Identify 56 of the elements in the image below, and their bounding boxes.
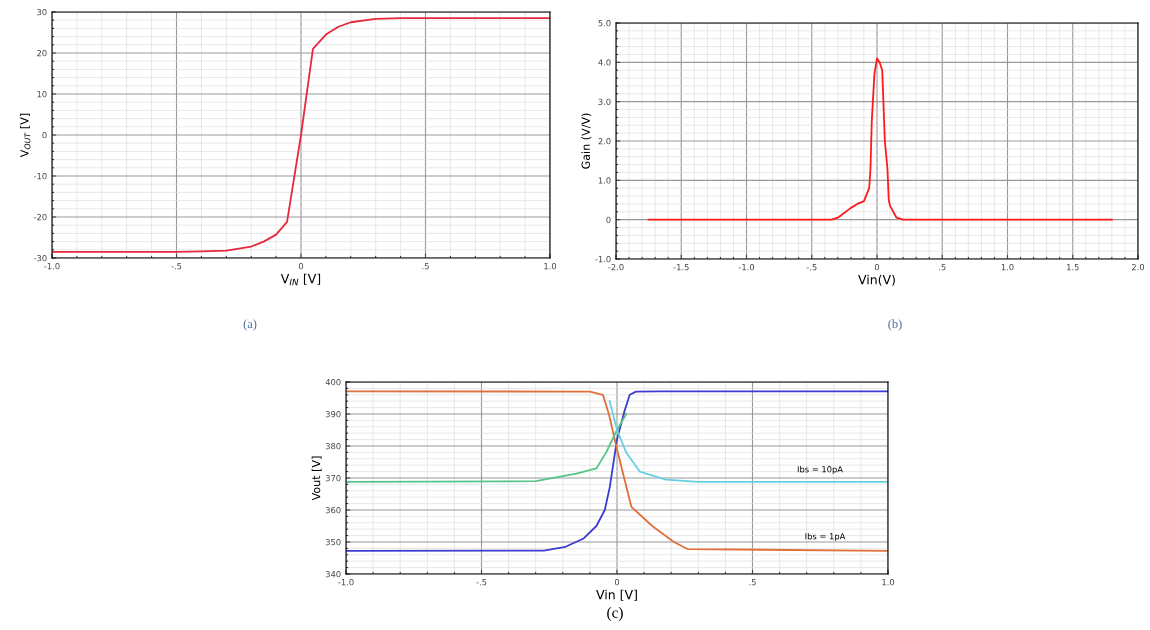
x-tick-label: .5: [939, 264, 946, 271]
x-tick-label: 1.0: [1001, 264, 1014, 271]
y-tick-label: 3.0: [598, 98, 611, 105]
text: (c): [607, 607, 623, 621]
x-tick-label: 0: [614, 579, 620, 586]
text: (a): [243, 319, 257, 331]
y-tick-label: 0: [606, 216, 611, 223]
annotation: Ibs = 1pA: [805, 532, 846, 542]
x-tick-label: -1.0: [338, 579, 354, 586]
y-tick-label: 20: [37, 49, 47, 57]
x-tick-label: 2.0: [1131, 264, 1145, 271]
y-tick-label: 1.0: [598, 177, 611, 184]
x-tick-label: 1.5: [1067, 264, 1079, 271]
x-axis-title: Vin(V): [858, 274, 895, 286]
y-tick-label: 30: [37, 8, 47, 16]
x-axis-title: V$_{IN}$ [V]: [280, 273, 321, 286]
x-axis-title: Vin [V]: [596, 589, 637, 601]
y-tick-label: 390: [325, 410, 341, 418]
x-tick-label: -.5: [476, 579, 487, 586]
y-axis-title: Vout [V]: [311, 456, 322, 501]
y-tick-label: 4.0: [598, 59, 611, 66]
x-tick-label: -1.0: [44, 263, 60, 270]
line-series: [346, 390, 888, 552]
x-tick-label: -.5: [171, 263, 182, 270]
x-tick-label: -.5: [806, 264, 817, 271]
x-tick-label: -2.0: [608, 264, 624, 271]
x-tick-label: 0: [874, 264, 880, 271]
line-series: [52, 17, 550, 253]
y-tick-label: 5.0: [598, 19, 611, 27]
y-tick-label: -30: [33, 254, 47, 262]
y-tick-label: 400: [325, 378, 341, 386]
x-tick-label: 1.0: [544, 263, 557, 270]
x-tick-label: 1.0: [882, 579, 895, 586]
y-tick-label: 360: [325, 506, 341, 514]
y-tick-label: 0: [42, 131, 47, 139]
x-tick-label: -1.5: [673, 264, 689, 271]
y-tick-label: 380: [325, 442, 341, 450]
y-tick-label: -1.0: [595, 255, 611, 263]
line-series: [647, 57, 1113, 221]
x-tick-label: -1.0: [738, 264, 755, 271]
annotation: Ibs = 10pA: [797, 465, 843, 475]
y-axis-title: V$_{OUT}$ [V]: [20, 113, 31, 158]
x-tick-label: 0: [298, 263, 304, 270]
y-tick-label: 370: [325, 474, 341, 482]
text: (b): [888, 319, 902, 331]
x-tick-label: .5: [422, 263, 429, 270]
line-series: [346, 413, 628, 483]
x-tick-label: .5: [749, 579, 756, 586]
y-tick-label: 350: [325, 538, 341, 546]
y-tick-label: 340: [325, 570, 341, 578]
y-axis-title: Gain (V/V): [581, 113, 592, 169]
y-tick-label: 2.0: [598, 137, 611, 145]
y-tick-label: -10: [33, 172, 47, 180]
y-tick-label: -20: [33, 213, 47, 221]
y-tick-label: 10: [37, 90, 47, 98]
line-series: [608, 400, 888, 483]
